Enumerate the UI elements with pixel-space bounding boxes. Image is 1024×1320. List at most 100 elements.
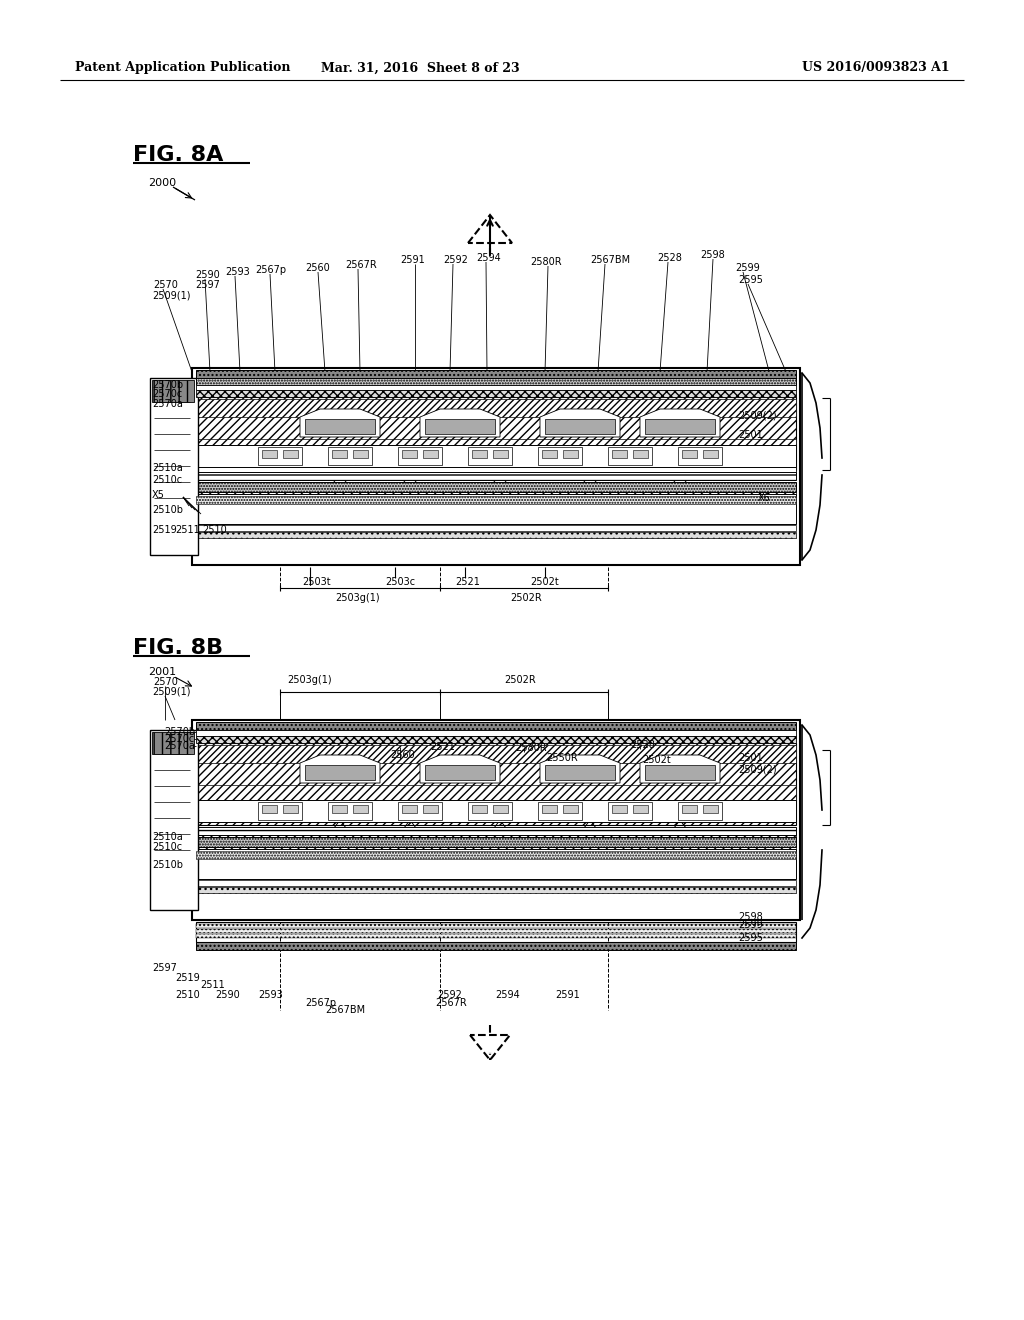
Bar bbox=[682, 450, 697, 458]
Text: 2570a: 2570a bbox=[152, 399, 183, 409]
Text: 2510b: 2510b bbox=[152, 506, 183, 515]
Text: 2594: 2594 bbox=[495, 990, 520, 1001]
Text: US 2016/0093823 A1: US 2016/0093823 A1 bbox=[803, 62, 950, 74]
Text: 2570c: 2570c bbox=[152, 389, 182, 399]
Bar bbox=[196, 800, 796, 822]
Bar bbox=[423, 805, 438, 813]
Text: 2528: 2528 bbox=[657, 253, 682, 263]
Bar bbox=[196, 370, 796, 378]
Text: 2510c: 2510c bbox=[152, 475, 182, 484]
Bar bbox=[472, 450, 487, 458]
Text: X5: X5 bbox=[152, 490, 165, 500]
Bar bbox=[608, 803, 652, 820]
Bar bbox=[682, 805, 697, 813]
Text: 2511: 2511 bbox=[200, 979, 224, 990]
Bar bbox=[196, 525, 796, 531]
Text: 2595: 2595 bbox=[738, 933, 763, 942]
Bar bbox=[398, 803, 442, 820]
Text: 2567p: 2567p bbox=[255, 265, 286, 275]
Text: 2570: 2570 bbox=[153, 280, 178, 290]
Bar bbox=[545, 766, 615, 780]
Text: 2592: 2592 bbox=[437, 990, 462, 1001]
Text: 2594: 2594 bbox=[476, 253, 501, 263]
Text: 2509(1): 2509(1) bbox=[152, 290, 190, 301]
Bar bbox=[423, 450, 438, 458]
Bar bbox=[258, 803, 302, 820]
Polygon shape bbox=[479, 1035, 501, 1053]
Text: 2519: 2519 bbox=[175, 973, 200, 983]
Bar bbox=[196, 744, 796, 763]
Bar bbox=[328, 803, 372, 820]
Text: 2510: 2510 bbox=[202, 525, 226, 535]
Bar bbox=[196, 730, 796, 737]
Bar bbox=[196, 849, 796, 879]
Bar bbox=[402, 805, 417, 813]
Text: 2590: 2590 bbox=[215, 990, 240, 1001]
Text: 2592: 2592 bbox=[443, 255, 468, 265]
Bar bbox=[196, 532, 796, 539]
Text: 2502t: 2502t bbox=[642, 755, 671, 766]
Text: 2560: 2560 bbox=[390, 750, 415, 760]
Bar bbox=[196, 399, 796, 417]
Polygon shape bbox=[420, 755, 500, 783]
Text: 2519: 2519 bbox=[152, 525, 177, 535]
Bar bbox=[563, 805, 578, 813]
Bar bbox=[262, 450, 278, 458]
Text: X6: X6 bbox=[758, 492, 771, 503]
Bar bbox=[196, 828, 796, 836]
Bar bbox=[196, 851, 796, 859]
Text: 2000: 2000 bbox=[148, 178, 176, 187]
Bar bbox=[196, 880, 796, 886]
Bar bbox=[196, 445, 796, 467]
Bar bbox=[196, 887, 796, 894]
Text: 2591: 2591 bbox=[555, 990, 580, 1001]
Bar bbox=[538, 447, 582, 465]
Bar bbox=[468, 447, 512, 465]
Bar bbox=[150, 730, 198, 909]
Text: 2570a: 2570a bbox=[164, 741, 195, 751]
Text: 2591: 2591 bbox=[400, 255, 425, 265]
Bar bbox=[332, 805, 347, 813]
Text: 2509(2): 2509(2) bbox=[738, 766, 776, 775]
Bar bbox=[196, 440, 796, 459]
Text: 2503c: 2503c bbox=[385, 577, 415, 587]
Bar bbox=[193, 368, 800, 565]
Bar bbox=[196, 935, 796, 939]
Bar bbox=[398, 447, 442, 465]
Text: FIG. 8B: FIG. 8B bbox=[133, 638, 223, 657]
Bar bbox=[152, 380, 194, 403]
Polygon shape bbox=[478, 223, 502, 243]
Polygon shape bbox=[300, 755, 380, 783]
Bar bbox=[563, 450, 578, 458]
Text: 2597: 2597 bbox=[152, 964, 177, 973]
Bar bbox=[196, 921, 796, 942]
Text: 2570b: 2570b bbox=[152, 380, 183, 389]
Text: 2599: 2599 bbox=[735, 263, 760, 273]
Bar bbox=[152, 733, 194, 754]
Bar bbox=[542, 450, 557, 458]
Text: 2509(1): 2509(1) bbox=[152, 686, 190, 697]
Bar bbox=[283, 805, 298, 813]
Bar bbox=[645, 418, 715, 434]
Text: 2503g(1): 2503g(1) bbox=[288, 675, 333, 685]
Text: 2521: 2521 bbox=[455, 577, 480, 587]
Text: 2502t: 2502t bbox=[530, 577, 559, 587]
Text: 2567p: 2567p bbox=[305, 998, 336, 1008]
Text: 2503t: 2503t bbox=[302, 577, 331, 587]
Text: FIG. 8A: FIG. 8A bbox=[133, 145, 223, 165]
Polygon shape bbox=[420, 409, 500, 437]
Bar bbox=[196, 836, 796, 850]
Bar bbox=[608, 447, 652, 465]
Text: 2550R: 2550R bbox=[546, 752, 578, 763]
Bar bbox=[196, 459, 796, 474]
Bar bbox=[678, 803, 722, 820]
Text: 2510a: 2510a bbox=[152, 463, 182, 473]
Bar bbox=[305, 418, 375, 434]
Text: 2567R: 2567R bbox=[435, 998, 467, 1008]
Bar bbox=[425, 418, 495, 434]
Bar bbox=[196, 929, 796, 933]
Bar bbox=[612, 805, 627, 813]
Bar bbox=[328, 447, 372, 465]
Polygon shape bbox=[640, 755, 720, 783]
Bar bbox=[196, 496, 796, 504]
